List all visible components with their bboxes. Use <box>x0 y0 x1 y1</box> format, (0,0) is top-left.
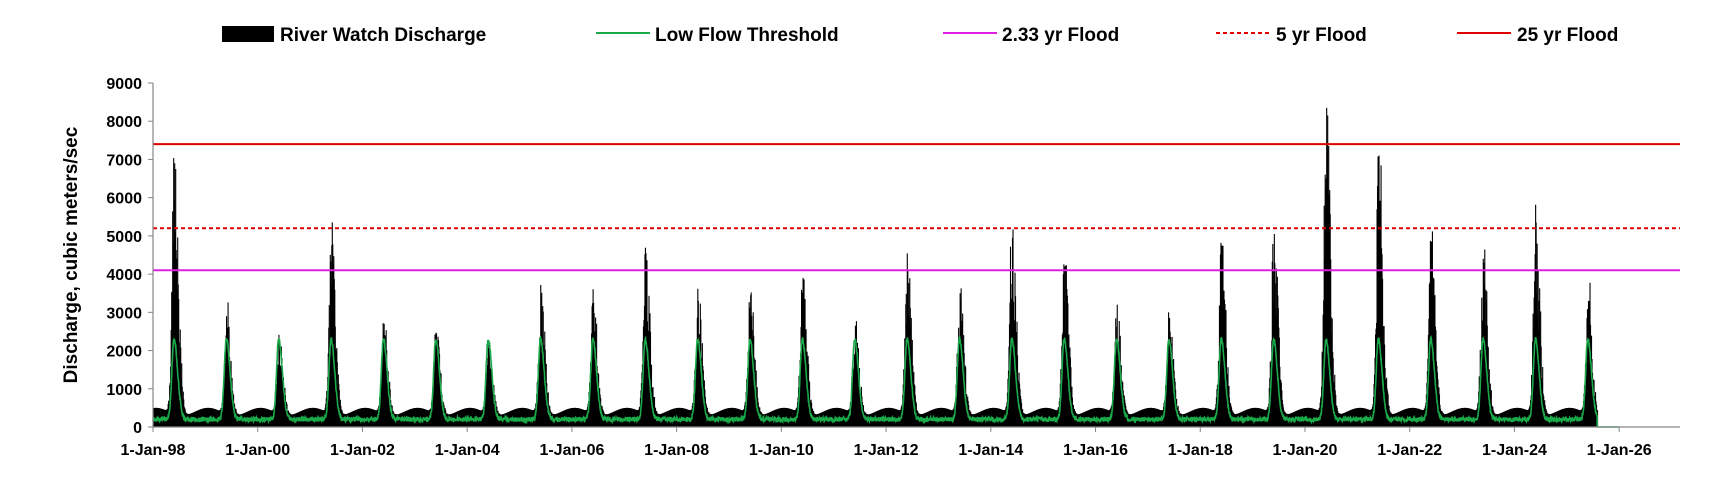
x-tick-label: 1-Jan-14 <box>958 442 1023 459</box>
y-tick-label: 7000 <box>106 152 142 169</box>
x-tick-label: 1-Jan-24 <box>1482 442 1547 459</box>
legend-label-flood-5: 5 yr Flood <box>1276 25 1367 46</box>
x-tick-label: 1-Jan-16 <box>1063 442 1128 459</box>
legend-label-flood-2-33: 2.33 yr Flood <box>1002 25 1119 46</box>
x-tick-label: 1-Jan-08 <box>644 442 709 459</box>
legend-label-flood-25: 25 yr Flood <box>1517 25 1618 46</box>
y-axis-title: Discharge, cubic meters/sec <box>61 126 82 383</box>
x-tick-label: 1-Jan-18 <box>1168 442 1233 459</box>
x-tick-label: 1-Jan-10 <box>749 442 814 459</box>
y-tick-label: 2000 <box>106 344 142 361</box>
x-tick-label: 1-Jan-98 <box>121 442 186 459</box>
y-tick-label: 9000 <box>106 76 142 93</box>
x-tick-label: 1-Jan-12 <box>854 442 919 459</box>
flood-lines <box>153 143 1680 272</box>
y-tick-label: 4000 <box>106 267 142 284</box>
y-tick-label: 3000 <box>106 305 142 322</box>
x-tick-label: 1-Jan-04 <box>435 442 500 459</box>
legend-swatch-discharge <box>222 26 274 42</box>
y-tick-label: 0 <box>133 420 142 437</box>
y-tick-labels: 0 1000 2000 3000 4000 5000 6000 7000 8000 9000 <box>106 76 153 437</box>
y-tick-label: 1000 <box>106 382 142 399</box>
legend-label-discharge: River Watch Discharge <box>280 25 486 46</box>
discharge-series <box>153 107 1599 427</box>
x-tick-label: 1-Jan-00 <box>225 442 290 459</box>
x-tick-label: 1-Jan-02 <box>330 442 395 459</box>
y-tick-label: 5000 <box>106 229 142 246</box>
legend-label-low-flow: Low Flow Threshold <box>655 25 839 46</box>
legend: River Watch Discharge Low Flow Threshold… <box>222 25 1618 46</box>
y-tick-label: 6000 <box>106 191 142 208</box>
y-tick-label: 8000 <box>106 114 142 131</box>
x-tick-label: 1-Jan-06 <box>539 442 604 459</box>
x-tick-label: 1-Jan-20 <box>1273 442 1338 459</box>
x-tick-label: 1-Jan-22 <box>1377 442 1442 459</box>
x-tick-labels: 1-Jan-98 1-Jan-00 1-Jan-02 1-Jan-04 1-Jan-06… <box>121 427 1652 459</box>
x-tick-label: 1-Jan-26 <box>1587 442 1652 459</box>
plot-area: 0 1000 2000 3000 4000 5000 6000 7000 8000 9000 1-… <box>106 76 1680 459</box>
